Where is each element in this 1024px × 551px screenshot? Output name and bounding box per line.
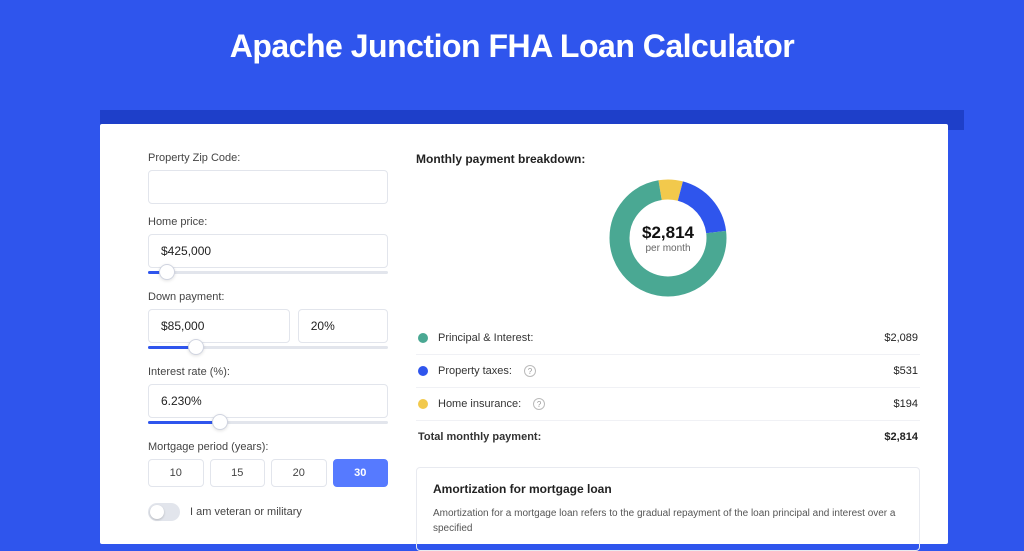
amortization-card: Amortization for mortgage loan Amortizat…: [416, 467, 920, 551]
period-field: Mortgage period (years): 10152030: [148, 441, 388, 487]
home-price-label: Home price:: [148, 216, 388, 228]
slider-thumb[interactable]: [188, 339, 204, 355]
down-payment-pct-input[interactable]: [298, 309, 388, 343]
down-payment-amount-input[interactable]: [148, 309, 290, 343]
period-button-20[interactable]: 20: [271, 459, 327, 487]
calculator-card: Property Zip Code: Home price: Down paym…: [100, 124, 948, 544]
legend-value: $194: [894, 398, 918, 410]
period-options: 10152030: [148, 459, 388, 487]
legend-label: Property taxes:: [438, 365, 512, 377]
legend-value: $531: [894, 365, 918, 377]
home-price-field: Home price:: [148, 216, 388, 279]
slider-thumb[interactable]: [159, 264, 175, 280]
donut-sub: per month: [645, 243, 690, 254]
breakdown-title: Monthly payment breakdown:: [416, 152, 920, 166]
interest-field: Interest rate (%):: [148, 366, 388, 429]
period-button-30[interactable]: 30: [333, 459, 389, 487]
legend-row: Home insurance:? $194: [416, 387, 920, 420]
legend-dot: [418, 333, 428, 343]
legend-total-row: Total monthly payment: $2,814: [416, 420, 920, 453]
legend-value: $2,089: [884, 332, 918, 344]
interest-input[interactable]: [148, 384, 388, 418]
legend-label: Home insurance:: [438, 398, 521, 410]
down-payment-slider[interactable]: [148, 342, 388, 354]
inputs-panel: Property Zip Code: Home price: Down paym…: [148, 152, 388, 544]
veteran-toggle[interactable]: [148, 503, 180, 521]
amortization-text: Amortization for a mortgage loan refers …: [433, 506, 903, 536]
zip-input[interactable]: [148, 170, 388, 204]
period-label: Mortgage period (years):: [148, 441, 388, 453]
page-title: Apache Junction FHA Loan Calculator: [0, 0, 1024, 87]
period-button-15[interactable]: 15: [210, 459, 266, 487]
legend: Principal & Interest: $2,089 Property taxe…: [416, 322, 920, 453]
legend-dot: [418, 399, 428, 409]
donut-chart-wrap: $2,814 per month: [416, 174, 920, 302]
donut-center: $2,814 per month: [604, 174, 732, 302]
veteran-label: I am veteran or military: [190, 506, 302, 518]
donut-amount: $2,814: [642, 223, 694, 243]
zip-field: Property Zip Code:: [148, 152, 388, 204]
breakdown-panel: Monthly payment breakdown: $2,814 per mo…: [416, 152, 920, 544]
down-payment-label: Down payment:: [148, 291, 388, 303]
zip-label: Property Zip Code:: [148, 152, 388, 164]
slider-track: [148, 271, 388, 274]
home-price-input[interactable]: [148, 234, 388, 268]
slider-fill: [148, 421, 220, 424]
home-price-slider[interactable]: [148, 267, 388, 279]
amortization-title: Amortization for mortgage loan: [433, 482, 903, 496]
legend-total-value: $2,814: [884, 431, 918, 443]
down-payment-field: Down payment:: [148, 291, 388, 354]
legend-dot: [418, 366, 428, 376]
legend-row: Principal & Interest: $2,089: [416, 322, 920, 354]
donut-chart: $2,814 per month: [604, 174, 732, 302]
slider-thumb[interactable]: [212, 414, 228, 430]
interest-label: Interest rate (%):: [148, 366, 388, 378]
period-button-10[interactable]: 10: [148, 459, 204, 487]
info-icon[interactable]: ?: [524, 365, 536, 377]
interest-slider[interactable]: [148, 417, 388, 429]
legend-label: Principal & Interest:: [438, 332, 533, 344]
info-icon[interactable]: ?: [533, 398, 545, 410]
legend-total-label: Total monthly payment:: [418, 431, 541, 443]
legend-row: Property taxes:? $531: [416, 354, 920, 387]
veteran-field: I am veteran or military: [148, 503, 388, 521]
